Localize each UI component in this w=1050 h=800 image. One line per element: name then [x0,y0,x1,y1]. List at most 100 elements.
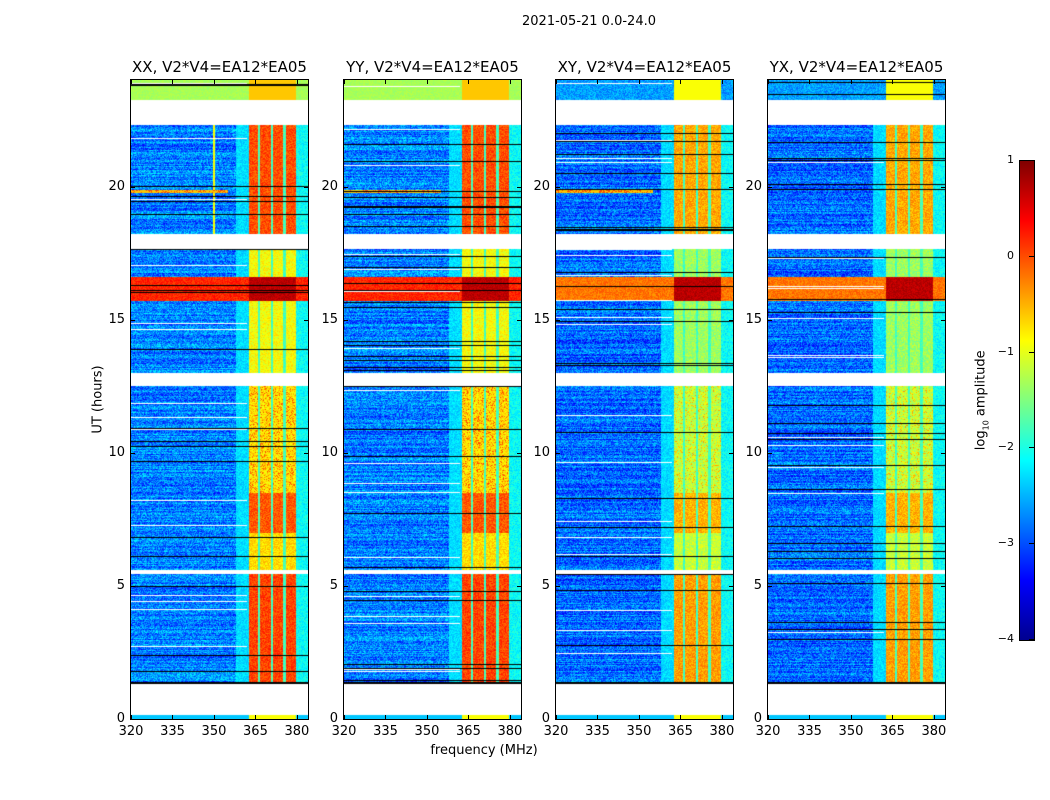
y-tick-mark [131,585,135,587]
x-tick-label: 335 [160,724,185,739]
x-tick-mark [597,715,599,719]
y-tick-mark-right [729,585,733,587]
x-tick-label: 365 [243,724,268,739]
y-tick-mark [768,186,772,188]
y-tick-label: 15 [108,311,125,327]
panel-title-yx: YX, V2*V4=EA12*EA05 [769,58,944,76]
x-tick-mark-top [850,80,852,84]
x-tick-mark-top [296,80,298,84]
x-tick-label: 350 [838,724,864,739]
x-tick-label: 350 [414,724,440,739]
x-tick-mark-top [255,80,257,84]
x-tick-mark [768,715,769,719]
x-tick-mark [556,715,557,719]
y-tick-mark [131,719,135,720]
y-tick-mark [131,319,135,321]
y-tick-mark-right [517,319,521,321]
x-tick-label: 380 [709,724,735,739]
y-tick-mark [556,319,560,321]
y-tick-mark-right [729,186,733,188]
y-tick-mark [768,585,772,587]
y-tick-label: 10 [533,444,550,460]
x-tick-mark-top [892,80,894,84]
colorbar-label: log10 amplitude [974,340,991,460]
colorbar-tick-label: −1 [997,344,1014,358]
panel-title-xy: XY, V2*V4=EA12*EA05 [557,58,732,76]
colorbar-tick-label: 1 [1007,153,1014,166]
x-tick-mark [131,715,132,719]
figure-title: 2021-05-21 0.0-24.0 [522,14,656,29]
x-tick-mark-top [680,80,682,84]
x-tick-label: 350 [201,724,227,739]
x-tick-label: 335 [797,724,822,739]
x-tick-mark-top [213,80,215,84]
x-tick-mark [296,715,298,719]
y-tick-mark-right [941,719,945,720]
y-tick-mark [344,585,348,587]
x-tick-mark-top [385,80,387,84]
y-tick-mark-right [304,719,308,720]
colorbar-tick-mark [1029,543,1034,545]
heatmap-canvas-yx [768,80,945,719]
x-axis-label: frequency (MHz) [430,743,538,758]
x-tick-mark [680,715,682,719]
x-tick-label: 365 [668,724,693,739]
x-tick-mark-top [172,80,174,84]
y-tick-mark-right [941,452,945,454]
x-tick-mark [255,715,257,719]
y-tick-label: 20 [108,178,125,194]
y-tick-mark [344,186,348,188]
y-tick-mark-right [941,319,945,321]
panel-title-yy: YY, V2*V4=EA12*EA05 [346,58,519,76]
x-tick-label: 380 [497,724,523,739]
heatmap-panel-xy [555,79,734,720]
x-tick-mark-top [556,80,557,84]
y-tick-label: 20 [533,178,550,194]
y-tick-label: 0 [329,711,338,726]
x-tick-label: 365 [880,724,905,739]
colorbar-tick-label: −3 [997,536,1014,550]
x-tick-mark [172,715,174,719]
x-tick-label: 320 [331,724,357,739]
y-tick-mark [344,719,348,720]
y-tick-label: 15 [745,311,762,327]
y-tick-label: 15 [321,311,338,327]
x-tick-mark [638,715,640,719]
colorbar-tick-label: 0 [1007,248,1014,262]
y-tick-label: 5 [329,577,338,593]
y-tick-label: 5 [753,577,762,593]
y-tick-mark-right [729,719,733,720]
heatmap-panel-yy [343,79,522,720]
y-tick-mark [344,452,348,454]
y-tick-mark-right [729,319,733,321]
heatmap-canvas-xx [131,80,308,719]
x-tick-mark-top [933,80,935,84]
y-tick-mark [556,452,560,454]
x-tick-mark-top [468,80,470,84]
y-tick-label: 0 [753,711,762,726]
x-tick-mark-top [597,80,599,84]
y-tick-label: 5 [541,577,550,593]
x-tick-mark [509,715,511,719]
y-tick-mark-right [304,585,308,587]
x-tick-mark [850,715,852,719]
heatmap-panel-xx [130,79,309,720]
colorbar-tick-mark [1029,255,1034,257]
x-tick-mark [426,715,428,719]
x-tick-mark [809,715,811,719]
x-tick-mark-top [768,80,769,84]
colorbar-tick-mark [1029,639,1034,640]
y-tick-mark [768,319,772,321]
x-tick-mark-top [509,80,511,84]
x-tick-mark-top [638,80,640,84]
y-tick-mark [556,186,560,188]
x-tick-mark-top [809,80,811,84]
y-tick-mark-right [517,719,521,720]
heatmap-panel-yx [767,79,946,720]
y-tick-mark [556,585,560,587]
x-tick-label: 380 [284,724,310,739]
y-tick-label: 10 [108,444,125,460]
y-tick-mark-right [729,452,733,454]
colorbar-tick-mark [1029,160,1034,161]
y-tick-label: 20 [745,178,762,194]
